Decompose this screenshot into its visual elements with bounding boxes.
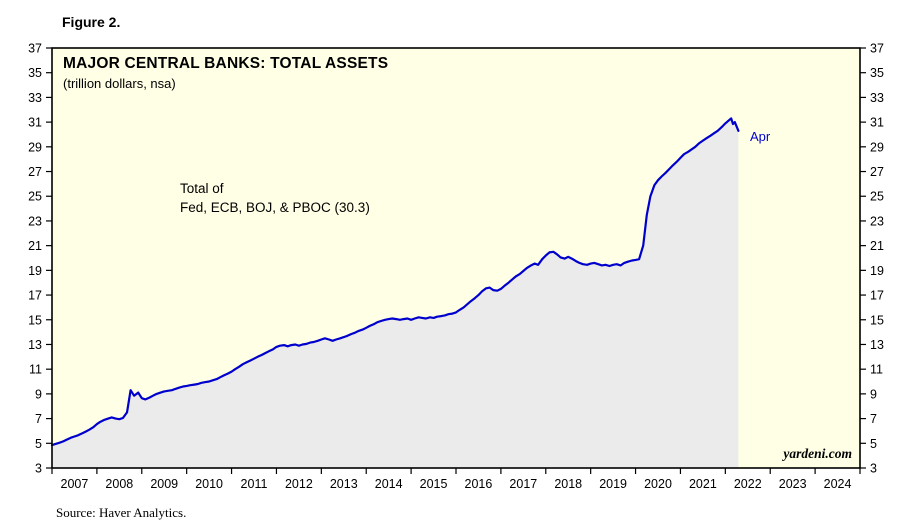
source-note: Source: Haver Analytics. — [56, 505, 187, 520]
x-tick-label: 2022 — [734, 477, 762, 491]
end-point-label: Apr — [750, 129, 771, 144]
figure-label: Figure 2. — [62, 14, 121, 30]
x-tick-label: 2014 — [375, 477, 403, 491]
x-tick-label: 2023 — [779, 477, 807, 491]
x-tick-label: 2010 — [195, 477, 223, 491]
y-tick-label-right: 19 — [870, 264, 884, 278]
y-tick-label-right: 25 — [870, 190, 884, 204]
y-tick-label-left: 9 — [35, 387, 42, 401]
total-assets-line — [50, 117, 740, 447]
y-tick-label-right: 31 — [870, 116, 884, 130]
y-tick-label-left: 5 — [35, 437, 42, 451]
chart-title: MAJOR CENTRAL BANKS: TOTAL ASSETS — [63, 55, 389, 72]
y-tick-label-left: 23 — [28, 214, 42, 228]
y-tick-label-right: 27 — [870, 165, 884, 179]
x-tick-label: 2011 — [241, 477, 268, 491]
y-tick-label-right: 11 — [870, 363, 883, 377]
x-tick-label: 2020 — [644, 477, 672, 491]
y-tick-label-right: 29 — [870, 140, 884, 154]
x-tick-label: 2016 — [465, 477, 493, 491]
x-tick-label: 2017 — [509, 477, 537, 491]
y-tick-label-left: 3 — [35, 462, 42, 476]
series-annotation-line1: Total of — [180, 181, 224, 196]
y-tick-label-right: 37 — [870, 42, 884, 56]
watermark-yardeni: yardeni.com — [783, 446, 852, 461]
y-tick-label-left: 19 — [28, 264, 42, 278]
y-tick-label-right: 21 — [870, 239, 884, 253]
y-tick-label-left: 37 — [28, 42, 42, 56]
y-tick-label-left: 35 — [28, 66, 42, 80]
y-tick-label-left: 29 — [28, 140, 42, 154]
x-tick-label: 2013 — [330, 477, 358, 491]
y-tick-label-left: 15 — [28, 313, 42, 327]
x-tick-label: 2019 — [599, 477, 627, 491]
x-tick-label: 2008 — [105, 477, 133, 491]
x-tick-label: 2007 — [61, 477, 89, 491]
y-tick-label-left: 7 — [35, 412, 42, 426]
series-annotation-line2: Fed, ECB, BOJ, & PBOC (30.3) — [180, 199, 370, 215]
y-tick-label-left: 11 — [29, 363, 42, 377]
x-tick-label: 2024 — [824, 477, 852, 491]
y-tick-label-left: 31 — [28, 116, 42, 130]
y-tick-label-right: 33 — [870, 91, 884, 105]
y-tick-label-right: 35 — [870, 66, 884, 80]
x-tick-label: 2018 — [554, 477, 582, 491]
y-tick-label-right: 13 — [870, 338, 884, 352]
area-under-line — [52, 118, 739, 469]
y-tick-label-right: 15 — [870, 313, 884, 327]
x-tick-label: 2009 — [150, 477, 178, 491]
x-tick-label: 2015 — [420, 477, 448, 491]
y-tick-label-left: 21 — [28, 239, 42, 253]
y-tick-label-right: 17 — [870, 289, 884, 303]
series-annotation: Total of Fed, ECB, BOJ, & PBOC (30.3) — [180, 180, 370, 218]
y-tick-label-right: 5 — [870, 437, 877, 451]
y-tick-label-left: 25 — [28, 190, 42, 204]
x-tick-label: 2012 — [285, 477, 313, 491]
y-tick-label-left: 13 — [28, 338, 42, 352]
y-tick-label-left: 33 — [28, 91, 42, 105]
y-tick-label-right: 3 — [870, 462, 877, 476]
y-tick-label-left: 17 — [28, 289, 42, 303]
y-tick-label-right: 7 — [870, 412, 877, 426]
x-tick-label: 2021 — [689, 477, 717, 491]
chart-subtitle: (trillion dollars, nsa) — [63, 76, 176, 91]
y-tick-label-left: 27 — [28, 165, 42, 179]
y-tick-label-right: 23 — [870, 214, 884, 228]
y-tick-label-right: 9 — [870, 387, 877, 401]
